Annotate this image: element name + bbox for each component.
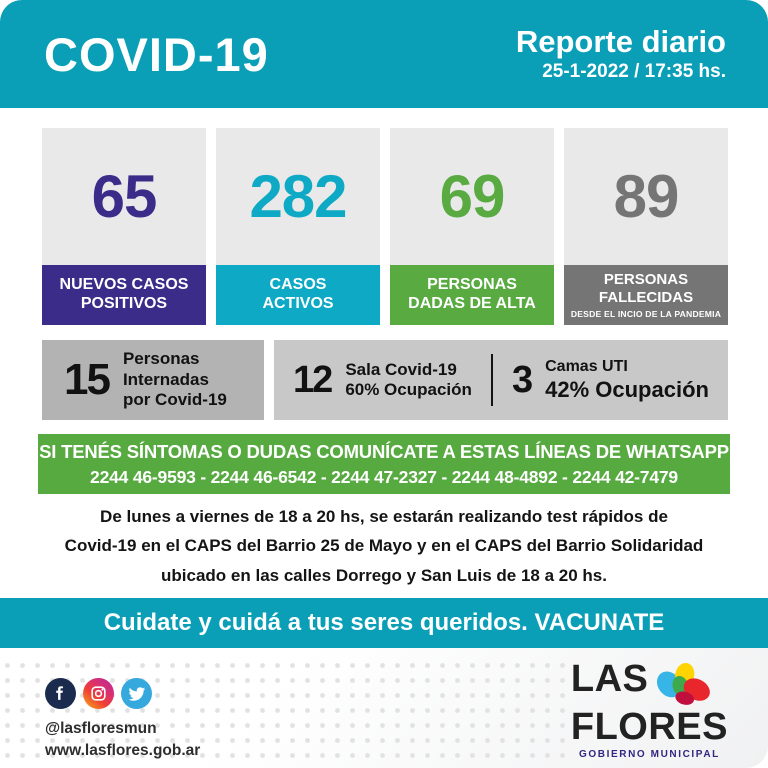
stat-card-casos-activos: 282 CASOS ACTIVOS bbox=[216, 128, 380, 325]
stat-label-band: NUEVOS CASOS POSITIVOS bbox=[42, 265, 206, 325]
internados-bar: 15 Personas Internadas por Covid-19 bbox=[42, 340, 264, 420]
vacunate-banner: Cuidate y cuidá a tus seres queridos. VA… bbox=[0, 598, 768, 648]
internados-value: 15 bbox=[64, 355, 111, 404]
stat-label-band: CASOS ACTIVOS bbox=[216, 265, 380, 325]
camas-uti-occupancy: 42% Ocupación bbox=[545, 376, 709, 402]
stat-card-dadas-de-alta: 69 PERSONAS DADAS DE ALTA bbox=[390, 128, 554, 325]
internados-label: Personas Internadas por Covid-19 bbox=[122, 349, 227, 410]
camas-uti-value: 3 bbox=[511, 358, 533, 401]
social-handle: @lasfloresmun bbox=[45, 720, 157, 737]
testing-info-text: De lunes a viernes de 18 a 20 hs, se est… bbox=[64, 507, 704, 585]
page-title: COVID-19 bbox=[44, 27, 269, 81]
footer: @lasfloresmun www.lasflores.gob.ar LAS F… bbox=[0, 648, 768, 768]
header: COVID-19 Reporte diario 25-1-2022 / 17:3… bbox=[0, 0, 768, 108]
stat-label: PERSONAS DADAS DE ALTA bbox=[408, 276, 536, 312]
stat-sublabel: DESDE EL INCIO DE LA PANDEMIA bbox=[570, 308, 722, 319]
stat-value-fallecidas: 89 bbox=[564, 128, 728, 265]
whatsapp-message: SI TENÉS SÍNTOMAS O DUDAS COMUNÍCATE A E… bbox=[39, 440, 729, 462]
vertical-divider bbox=[490, 354, 493, 406]
stat-label: CASOS ACTIVOS bbox=[262, 276, 334, 312]
sala-covid-value: 12 bbox=[293, 358, 333, 401]
twitter-icon[interactable] bbox=[121, 678, 152, 709]
instagram-icon[interactable] bbox=[83, 678, 114, 709]
stat-label: PERSONAS FALLECIDAS bbox=[598, 271, 694, 306]
logo-subtitle: GOBIERNO MUNICIPAL bbox=[579, 748, 720, 760]
flower-icon bbox=[652, 662, 714, 712]
footer-social-block: @lasfloresmun www.lasflores.gob.ar bbox=[45, 678, 200, 763]
whatsapp-banner: SI TENÉS SÍNTOMAS O DUDAS COMUNÍCATE A E… bbox=[38, 434, 730, 494]
camas-uti-group: 3 Camas UTI 42% Ocupación bbox=[512, 357, 709, 402]
logo-text-flores: FLORES bbox=[570, 706, 728, 748]
stat-label: NUEVOS CASOS POSITIVOS bbox=[59, 276, 189, 312]
las-flores-logo: LAS FLORES GOBIERNO MUNICIPAL bbox=[570, 658, 728, 760]
camas-uti-label: Camas UTI bbox=[545, 358, 628, 376]
stat-value-nuevos-casos: 65 bbox=[42, 128, 206, 265]
sala-covid-label: Sala Covid-19 60% Ocupación bbox=[345, 359, 472, 399]
stat-card-nuevos-casos: 65 NUEVOS CASOS POSITIVOS bbox=[42, 128, 206, 325]
report-datetime: 25-1-2022 / 17:35 hs. bbox=[542, 61, 726, 83]
dot-pattern-decoration bbox=[0, 658, 569, 768]
occupancy-bar: 12 Sala Covid-19 60% Ocupación 3 Camas U… bbox=[274, 340, 728, 420]
stat-label-band: PERSONAS DADAS DE ALTA bbox=[390, 265, 554, 325]
report-header: Reporte diario 25-1-2022 / 17:35 hs. bbox=[515, 24, 726, 83]
social-icons bbox=[45, 678, 200, 709]
whatsapp-phone-numbers: 2244 46-9593 - 2244 46-6542 - 2244 47-23… bbox=[90, 466, 678, 487]
stat-value-casos-activos: 282 bbox=[216, 128, 380, 265]
testing-info-section: De lunes a viernes de 18 a 20 hs, se est… bbox=[0, 494, 768, 598]
facebook-icon[interactable] bbox=[45, 678, 76, 709]
sala-covid-group: 12 Sala Covid-19 60% Ocupación bbox=[293, 359, 472, 402]
stat-label-band: PERSONAS FALLECIDAS DESDE EL INCIO DE LA… bbox=[564, 265, 728, 325]
website-url: www.lasflores.gob.ar bbox=[45, 742, 201, 760]
stat-cards: 65 NUEVOS CASOS POSITIVOS 282 CASOS ACTI… bbox=[42, 128, 728, 325]
report-title: Reporte diario bbox=[515, 24, 726, 59]
stat-card-fallecidas: 89 PERSONAS FALLECIDAS DESDE EL INCIO DE… bbox=[564, 128, 728, 325]
hospital-stats: 15 Personas Internadas por Covid-19 12 S… bbox=[42, 340, 728, 420]
logo-text-las: LAS bbox=[570, 658, 649, 700]
stat-value-dadas-de-alta: 69 bbox=[390, 128, 554, 265]
